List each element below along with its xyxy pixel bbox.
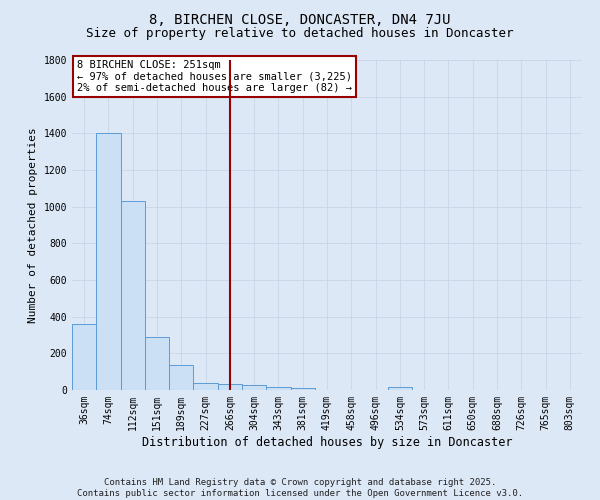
Text: Contains HM Land Registry data © Crown copyright and database right 2025.
Contai: Contains HM Land Registry data © Crown c… (77, 478, 523, 498)
Bar (266, 387, 290, 390)
Bar (290, 388, 315, 390)
Text: 8, BIRCHEN CLOSE, DONCASTER, DN4 7JU: 8, BIRCHEN CLOSE, DONCASTER, DN4 7JU (149, 12, 451, 26)
Bar (121, 201, 145, 390)
Bar (388, 387, 412, 390)
Bar (218, 384, 242, 390)
Bar (145, 337, 169, 390)
Bar (72, 324, 96, 390)
Text: 8 BIRCHEN CLOSE: 251sqm
← 97% of detached houses are smaller (3,225)
2% of semi-: 8 BIRCHEN CLOSE: 251sqm ← 97% of detache… (77, 60, 352, 93)
X-axis label: Distribution of detached houses by size in Doncaster: Distribution of detached houses by size … (142, 436, 512, 448)
Bar (242, 386, 266, 390)
Bar (169, 365, 193, 390)
Text: Size of property relative to detached houses in Doncaster: Size of property relative to detached ho… (86, 28, 514, 40)
Bar (96, 134, 121, 390)
Bar (193, 382, 218, 390)
Y-axis label: Number of detached properties: Number of detached properties (28, 127, 38, 323)
